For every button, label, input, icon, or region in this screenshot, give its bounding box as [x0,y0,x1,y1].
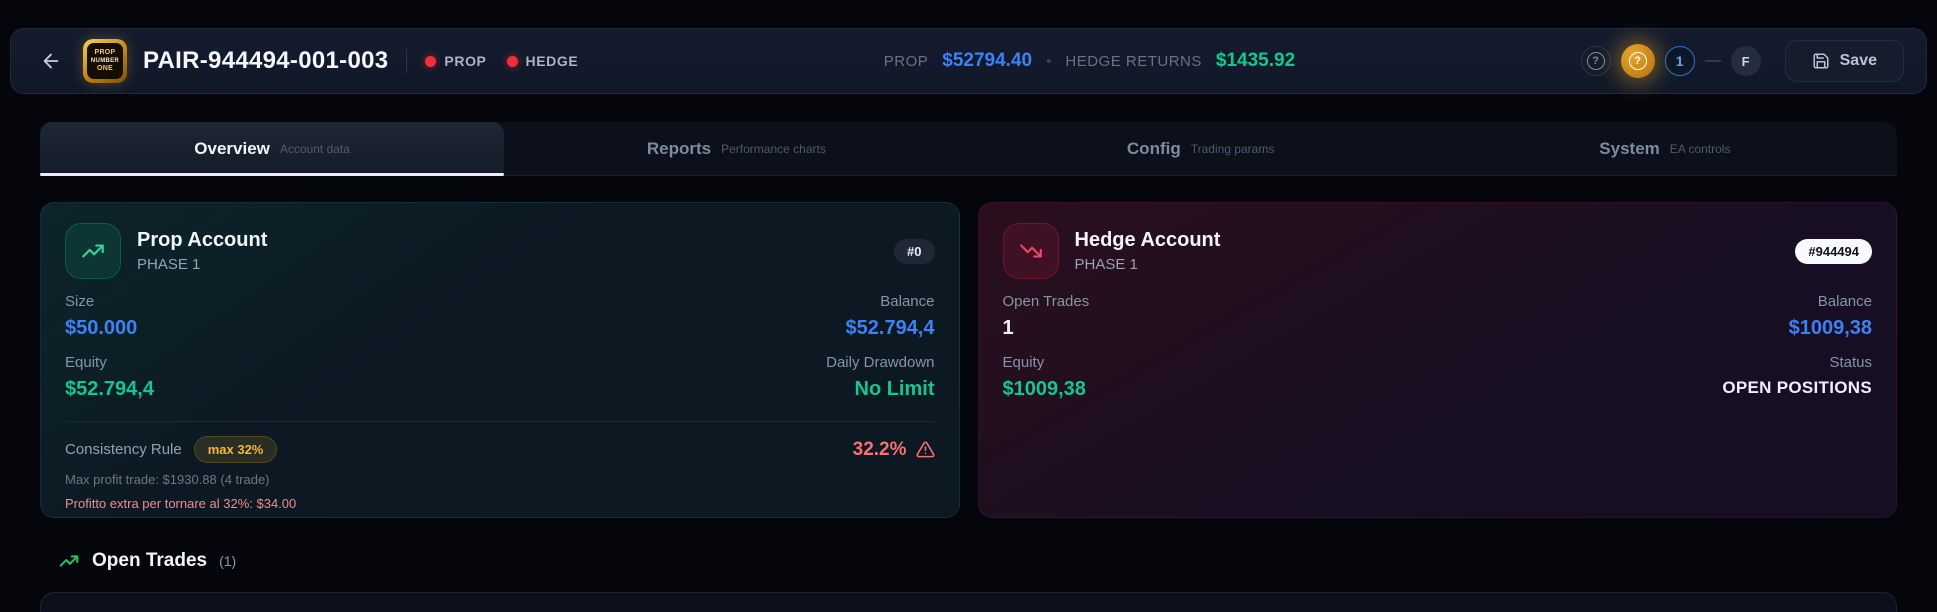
hedge-card-phase: PHASE 1 [1074,256,1138,273]
open-trades-title: Open Trades [92,550,208,571]
help-highlight-button[interactable]: ? [1620,44,1655,78]
consistency-rule-label: Consistency Rule [65,441,182,458]
open-trades-count: (1) [219,553,237,569]
extra-profit-note: Profitto extra per tornare al 32%: $34.0… [65,496,297,511]
daily-drawdown-label: Daily Drawdown [826,354,935,371]
tab-subtitle: EA controls [1669,141,1731,156]
tab-label: Config [1126,138,1181,158]
trend-up-icon [65,223,121,279]
tab-subtitle: Account data [279,141,350,156]
header-stats: PROP $52794.40 • HEDGE RETURNS $1435.92 [598,50,1580,72]
header-divider [406,49,408,73]
hedge-balance-label: Balance [1817,293,1872,310]
hedge-equity-label: Equity [1002,354,1045,371]
open-trades-section-header: Open Trades (1) [58,550,236,572]
consistency-value: 32.2% [852,438,907,460]
hedge-returns-label: HEDGE RETURNS [1065,52,1202,70]
hedge-account-card: Hedge Account PHASE 1 #944494 Open Trade… [977,202,1897,518]
hedge-card-title: Hedge Account [1074,229,1221,251]
logo-line: NUMBER [90,58,120,64]
prop-stat-label: PROP [883,52,929,70]
tab-subtitle: Trading params [1190,141,1275,156]
hedge-id-badge: #944494 [1795,238,1872,264]
hedge-equity-value: $1009,38 [1002,378,1086,400]
balance-label: Balance [880,293,935,310]
daily-drawdown-value: No Limit [854,378,935,400]
header-actions: ? ? 1 F Save [1580,40,1904,82]
logo-line: ONE [96,65,114,72]
prop-status-dot-icon [425,55,437,67]
tab-overview[interactable]: Overview Account data [40,122,505,176]
app-header: PROP NUMBER ONE PAIR-944494-001-003 PROP… [10,28,1927,94]
question-icon: ? [1586,52,1605,70]
open-trades-label: Open Trades [1002,293,1090,310]
prop-card-phase: PHASE 1 [137,256,201,273]
equity-label: Equity [65,354,107,371]
balance-value: $52.794,4 [845,317,935,339]
arrow-left-icon [40,50,62,72]
step-f-indicator[interactable]: F [1730,46,1761,76]
hedge-status-label: Status [1829,354,1872,371]
hedge-status-badge: HEDGE [506,53,579,69]
hedge-balance-value: $1009,38 [1788,317,1872,339]
prop-id-badge: #0 [894,238,935,264]
tab-subtitle: Performance charts [721,141,826,156]
tab-label: System [1599,138,1660,158]
tab-label: Reports [646,138,712,158]
tab-reports[interactable]: Reports Performance charts [504,122,968,175]
logo-line: PROP [94,49,116,56]
step-letter: F [1741,53,1750,69]
prop-status-label: PROP [444,53,487,69]
save-button-label: Save [1839,52,1877,69]
hedge-status-label: HEDGE [525,53,579,69]
prop-status-badge: PROP [425,53,486,69]
warning-triangle-icon [915,440,935,459]
accounts-grid: Prop Account PHASE 1 #0 Size $50.000 Bal… [40,202,1897,518]
hedge-returns-value: $1435.92 [1215,50,1296,71]
tab-config[interactable]: Config Trading params [969,122,1433,175]
step-1-indicator[interactable]: 1 [1664,46,1695,76]
question-icon: ? [1628,52,1647,70]
hedge-status-dot-icon [506,55,518,67]
step-connector [1704,60,1721,62]
trend-up-icon [58,550,80,572]
equity-value: $52.794,4 [65,378,154,400]
back-button[interactable] [33,43,69,79]
prop-account-card: Prop Account PHASE 1 #0 Size $50.000 Bal… [40,202,960,518]
consistency-max-badge: max 32% [193,436,278,463]
prop-stat-value: $52794.40 [942,50,1033,71]
stats-separator: • [1046,52,1052,70]
tab-bar: Overview Account data Reports Performanc… [40,122,1897,176]
card-divider [65,421,935,422]
help-button[interactable]: ? [1580,46,1611,76]
save-floppy-icon [1812,52,1830,70]
step-number: 1 [1675,53,1684,69]
trend-down-icon [1002,223,1059,279]
max-profit-note: Max profit trade: $1930.88 (4 trade) [65,472,270,487]
size-label: Size [65,293,95,310]
page-title: PAIR-944494-001-003 [143,47,389,74]
hedge-status-value: OPEN POSITIONS [1722,378,1872,397]
app-logo: PROP NUMBER ONE [83,39,127,83]
size-value: $50.000 [65,317,138,339]
open-trades-value: 1 [1002,317,1014,339]
tab-label: Overview [194,138,270,158]
save-button[interactable]: Save [1784,40,1904,82]
open-trades-table-panel [40,592,1897,612]
tab-system[interactable]: System EA controls [1433,122,1897,175]
prop-card-title: Prop Account [137,229,268,251]
